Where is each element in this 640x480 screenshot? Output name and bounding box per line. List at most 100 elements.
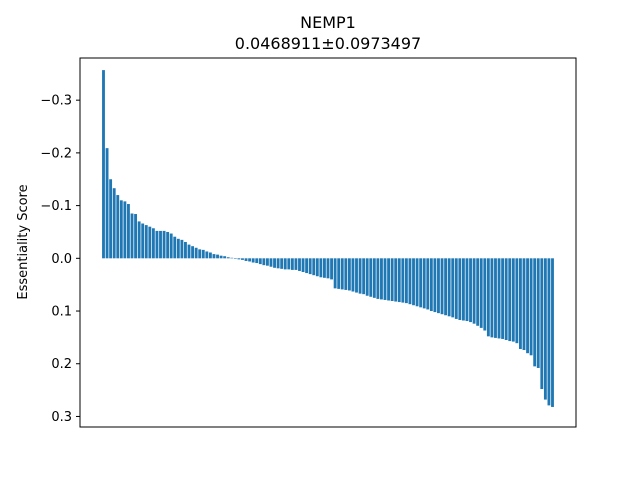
bar — [198, 249, 202, 259]
bar — [119, 200, 123, 259]
bar — [312, 258, 316, 276]
bar — [134, 214, 137, 259]
bar — [180, 239, 184, 259]
bar — [109, 179, 113, 259]
bar — [305, 258, 309, 274]
bar — [112, 188, 116, 259]
bar — [508, 258, 512, 342]
bar — [201, 249, 205, 259]
bar — [308, 258, 312, 275]
bar — [148, 226, 152, 259]
bar — [269, 258, 273, 267]
y-tick-label: 0.2 — [51, 357, 72, 372]
bar — [451, 258, 455, 318]
bar — [355, 258, 358, 293]
bar — [372, 258, 376, 298]
bar — [390, 258, 394, 302]
bar — [241, 258, 244, 260]
y-axis: −0.3 −0.2 −0.1 0.0 0.1 0.2 0.3 — [40, 94, 80, 425]
bar — [266, 258, 269, 266]
bar — [212, 254, 216, 259]
bar — [127, 204, 130, 259]
bar — [333, 258, 337, 289]
bar — [315, 258, 319, 277]
bar — [426, 258, 430, 310]
bar — [476, 258, 480, 326]
bar — [280, 258, 284, 269]
y-tick-label: −0.1 — [40, 199, 72, 214]
bar — [365, 258, 369, 296]
bar — [208, 252, 212, 259]
bar — [102, 70, 105, 259]
bar — [369, 258, 373, 297]
bar — [273, 258, 276, 268]
bar — [429, 258, 433, 312]
bar — [515, 258, 519, 344]
bar — [344, 258, 348, 290]
bar — [251, 258, 255, 263]
bar — [187, 244, 191, 259]
bar — [404, 258, 408, 304]
bar — [166, 231, 170, 259]
bar — [469, 258, 472, 323]
bar — [116, 195, 120, 259]
bar — [205, 251, 209, 259]
bar — [412, 258, 415, 306]
bar — [540, 258, 544, 390]
bar — [337, 258, 341, 289]
y-tick-label: 0.0 — [51, 252, 72, 267]
y-tick-label: 0.3 — [51, 410, 72, 425]
bar — [526, 258, 529, 354]
bar — [533, 258, 537, 367]
bar — [479, 258, 483, 328]
y-axis-label: Essentiality Score — [16, 184, 31, 299]
bar — [408, 258, 412, 305]
bar — [547, 258, 551, 406]
bar-group — [102, 70, 554, 407]
bar — [433, 258, 437, 313]
bar — [290, 258, 294, 270]
bar — [486, 258, 490, 337]
bar — [294, 258, 298, 270]
bar — [437, 258, 440, 314]
bar — [130, 213, 134, 259]
bar — [230, 257, 234, 259]
bar — [162, 230, 166, 259]
bar — [301, 258, 305, 273]
bar — [461, 258, 465, 321]
bar — [501, 258, 505, 339]
bar — [319, 258, 323, 278]
bar — [472, 258, 476, 324]
bar — [276, 258, 280, 269]
bar — [330, 258, 333, 280]
bar — [173, 236, 177, 259]
bar — [155, 230, 159, 259]
bar — [522, 258, 526, 351]
bar — [380, 258, 383, 300]
bar — [248, 258, 252, 262]
bar — [519, 258, 522, 349]
bar — [123, 201, 127, 259]
bar — [244, 258, 248, 261]
bar — [447, 258, 451, 317]
bar — [494, 258, 497, 338]
bar — [543, 258, 547, 400]
bar — [511, 258, 515, 342]
bar — [347, 258, 351, 291]
bar — [383, 258, 387, 300]
y-tick-label: −0.3 — [40, 94, 72, 109]
bar — [351, 258, 355, 292]
bar — [226, 257, 230, 259]
bar — [298, 258, 301, 271]
bar — [184, 241, 187, 259]
bar — [255, 258, 259, 264]
chart-title: NEMP1 — [300, 13, 356, 32]
plot-frame — [79, 57, 577, 428]
bar — [219, 255, 223, 259]
bar — [536, 258, 540, 368]
bar — [422, 258, 426, 309]
bar — [340, 258, 344, 290]
bar — [504, 258, 508, 341]
bar — [415, 258, 419, 307]
